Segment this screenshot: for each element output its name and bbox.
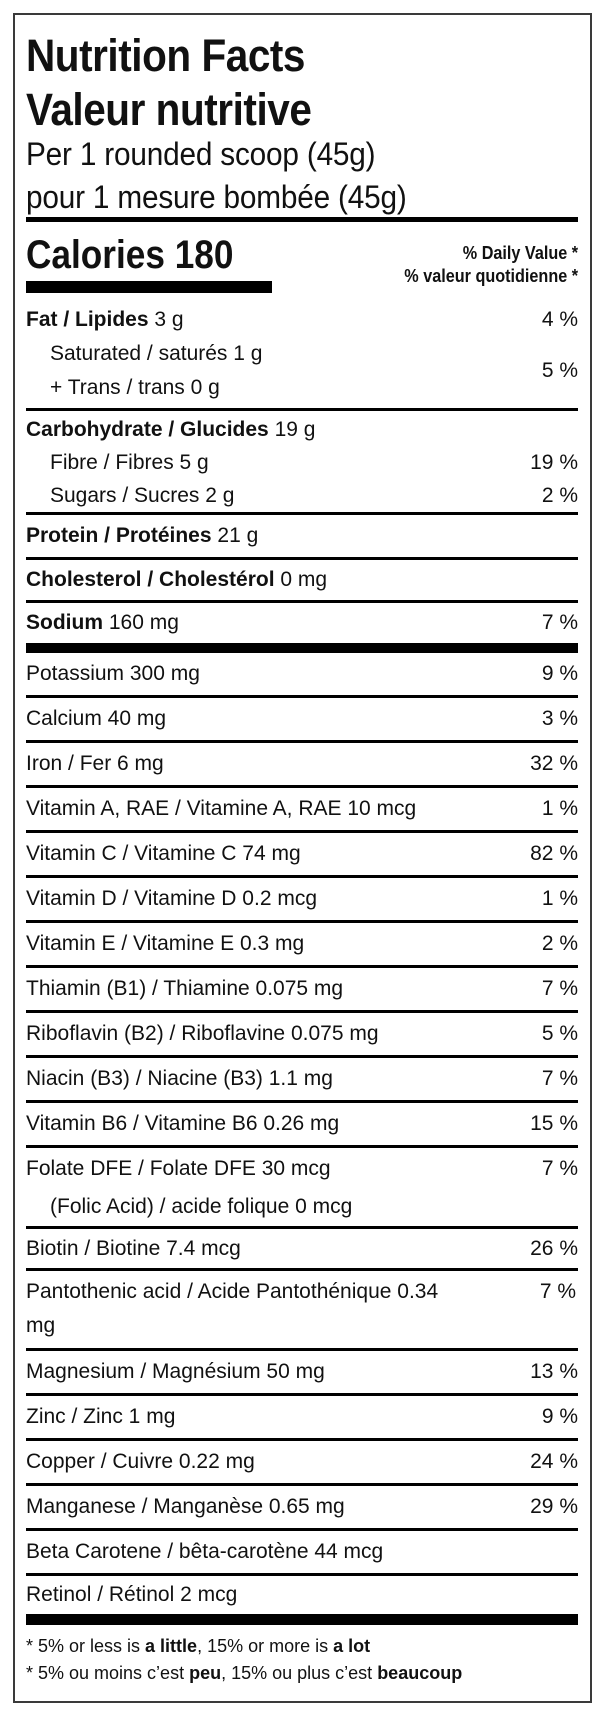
cholesterol-section: Cholesterol / Cholestérol 0 mg xyxy=(26,560,578,600)
divider xyxy=(26,1438,578,1441)
divider xyxy=(26,1483,578,1486)
carbohydrate-section: Carbohydrate / Glucides 19 g Fibre / Fib… xyxy=(26,413,578,512)
fibre-row: Fibre / Fibres 5 g 19 % xyxy=(26,446,578,479)
title-english: Nutrition Facts xyxy=(26,30,306,81)
divider xyxy=(26,557,578,560)
title-french: Valeur nutritive xyxy=(26,84,312,135)
serving-divider xyxy=(26,217,578,222)
daily-value-header-en: % Daily Value * xyxy=(462,243,578,263)
divider xyxy=(26,920,578,923)
carbohydrate-label: Carbohydrate / Glucides xyxy=(26,418,269,441)
micro-row-zinc: Zinc / Zinc 1 mg 9 % xyxy=(26,1405,578,1428)
divider xyxy=(26,785,578,788)
divider xyxy=(26,1268,578,1271)
fibre-dv: 19 % xyxy=(530,451,578,474)
divider xyxy=(26,965,578,968)
micro-row-vitamin-d: Vitamin D / Vitamine D 0.2 mcg 1 % xyxy=(26,887,578,910)
sodium-dv: 7 % xyxy=(541,611,578,634)
fat-label: Fat / Lipides xyxy=(26,308,149,331)
divider xyxy=(26,1055,578,1058)
sodium-label: Sodium xyxy=(26,611,103,634)
micro-row-vitamin-e: Vitamin E / Vitamine E 0.3 mg 2 % xyxy=(26,932,578,955)
micronutrients-section: Potassium 300 mg 9 % Calcium 40 mg 3 % Iro… xyxy=(26,653,578,1687)
divider xyxy=(26,830,578,833)
micro-row-vitamin-a: Vitamin A, RAE / Vitamine A, RAE 10 mcg 1… xyxy=(26,797,578,820)
micro-row-beta-carotene: Beta Carotene / bêta-carotène 44 mcg xyxy=(26,1540,384,1563)
sodium-thick-divider xyxy=(26,643,578,653)
sodium-section: Sodium 160 mg 7 % xyxy=(26,603,578,643)
carbohydrate-amount: 19 g xyxy=(274,418,316,441)
fat-section: Fat / Lipides 3 g 4 % Saturated / saturé… xyxy=(26,303,578,405)
divider xyxy=(26,1226,578,1229)
divider xyxy=(26,1010,578,1013)
cholesterol-label: Cholesterol / Cholestérol xyxy=(26,568,275,591)
micro-row-calcium: Calcium 40 mg 3 % xyxy=(26,707,578,730)
micro-row-potassium: Potassium 300 mg 9 % xyxy=(26,662,578,685)
daily-value-header-fr: % valeur quotidienne * xyxy=(404,266,578,286)
cholesterol-row: Cholesterol / Cholestérol 0 mg xyxy=(26,560,578,600)
sodium-row: Sodium 160 mg 7 % xyxy=(26,603,578,643)
divider xyxy=(26,512,578,515)
fat-amount: 3 g xyxy=(154,308,184,331)
footnote: * 5% or less is a little, 15% or more is… xyxy=(26,1625,578,1687)
saturated-trans-dv: 5 % xyxy=(541,359,578,382)
micro-row-thiamin: Thiamin (B1) / Thiamine 0.075 mg 7 % xyxy=(26,977,578,1000)
protein-amount: 21 g xyxy=(217,524,259,547)
micro-row-vitamin-b6: Vitamin B6 / Vitamine B6 0.26 mg 15 % xyxy=(26,1112,578,1135)
micro-row-copper: Copper / Cuivre 0.22 mg 24 % xyxy=(26,1450,578,1473)
daily-value-header: % Daily Value * % valeur quotidienne * xyxy=(385,242,578,288)
fat-dv: 4 % xyxy=(541,308,578,331)
micro-row-pantothenic-acid: Pantothenic acid / Acide Pantothénique 0… xyxy=(26,1280,577,1337)
calories-label: Calories xyxy=(26,233,165,277)
micro-row-riboflavin: Riboflavin (B2) / Riboflavine 0.075 mg 5 … xyxy=(26,1022,578,1045)
micro-row-iron: Iron / Fer 6 mg 32 % xyxy=(26,752,578,775)
divider xyxy=(26,695,578,698)
divider xyxy=(26,1393,578,1396)
micro-row-manganese: Manganese / Manganèse 0.65 mg 29 % xyxy=(26,1495,578,1518)
protein-section: Protein / Protéines 21 g xyxy=(26,515,578,557)
protein-label: Protein / Protéines xyxy=(26,524,212,547)
sugars-dv: 2 % xyxy=(541,484,578,507)
serving-size-french: pour 1 mesure bombée (45g) xyxy=(26,179,407,215)
saturated-fat: Saturated / saturés 1 g xyxy=(50,342,263,365)
saturated-trans-row: Saturated / saturés 1 g + Trans / trans … xyxy=(26,337,578,405)
micro-row-folate: Folate DFE / Folate DFE 30 mcg (Folic Ac… xyxy=(26,1157,578,1218)
calories-value: 180 xyxy=(174,233,234,277)
cholesterol-amount: 0 mg xyxy=(280,568,328,591)
sodium-amount: 160 mg xyxy=(108,611,179,634)
divider xyxy=(26,1573,578,1576)
divider xyxy=(26,408,578,411)
divider xyxy=(26,1348,578,1351)
micro-row-retinol: Retinol / Rétinol 2 mcg xyxy=(26,1583,238,1606)
nutrition-facts-label: Nutrition Facts Valeur nutritive Per 1 r… xyxy=(13,13,592,1703)
calories-text: Calories 180 xyxy=(26,234,262,276)
divider xyxy=(26,600,578,603)
micro-row-niacin: Niacin (B3) / Niacine (B3) 1.1 mg 7 % xyxy=(26,1067,578,1090)
calories-row: Calories 180 % Daily Value * % valeur qu… xyxy=(26,220,578,293)
sugars-text: Sugars / Sucres 2 g xyxy=(50,484,235,507)
fibre-text: Fibre / Fibres 5 g xyxy=(50,451,209,474)
divider xyxy=(26,1528,578,1531)
micro-row-vitamin-c: Vitamin C / Vitamine C 74 mg 82 % xyxy=(26,842,578,865)
micro-row-magnesium: Magnesium / Magnésium 50 mg 13 % xyxy=(26,1360,578,1383)
serving-size-english: Per 1 rounded scoop (45g) xyxy=(26,136,376,172)
fat-row: Fat / Lipides 3 g 4 % xyxy=(26,303,578,337)
divider xyxy=(26,740,578,743)
protein-row: Protein / Protéines 21 g xyxy=(26,515,578,557)
micro-row-biotin: Biotin / Biotine 7.4 mcg 26 % xyxy=(26,1237,578,1260)
divider xyxy=(26,1145,578,1148)
carbohydrate-row: Carbohydrate / Glucides 19 g xyxy=(26,413,578,446)
divider xyxy=(26,875,578,878)
footnote-french: * 5% ou moins c’est peu, 15% ou plus c’e… xyxy=(26,1663,463,1683)
sugars-row: Sugars / Sucres 2 g 2 % xyxy=(26,479,578,512)
footnote-thick-divider xyxy=(26,1614,578,1625)
footnote-english: * 5% or less is a little, 15% or more is… xyxy=(26,1636,371,1656)
divider xyxy=(26,1100,578,1103)
calories-underline-bar xyxy=(26,281,272,293)
trans-fat: + Trans / trans 0 g xyxy=(50,376,220,399)
